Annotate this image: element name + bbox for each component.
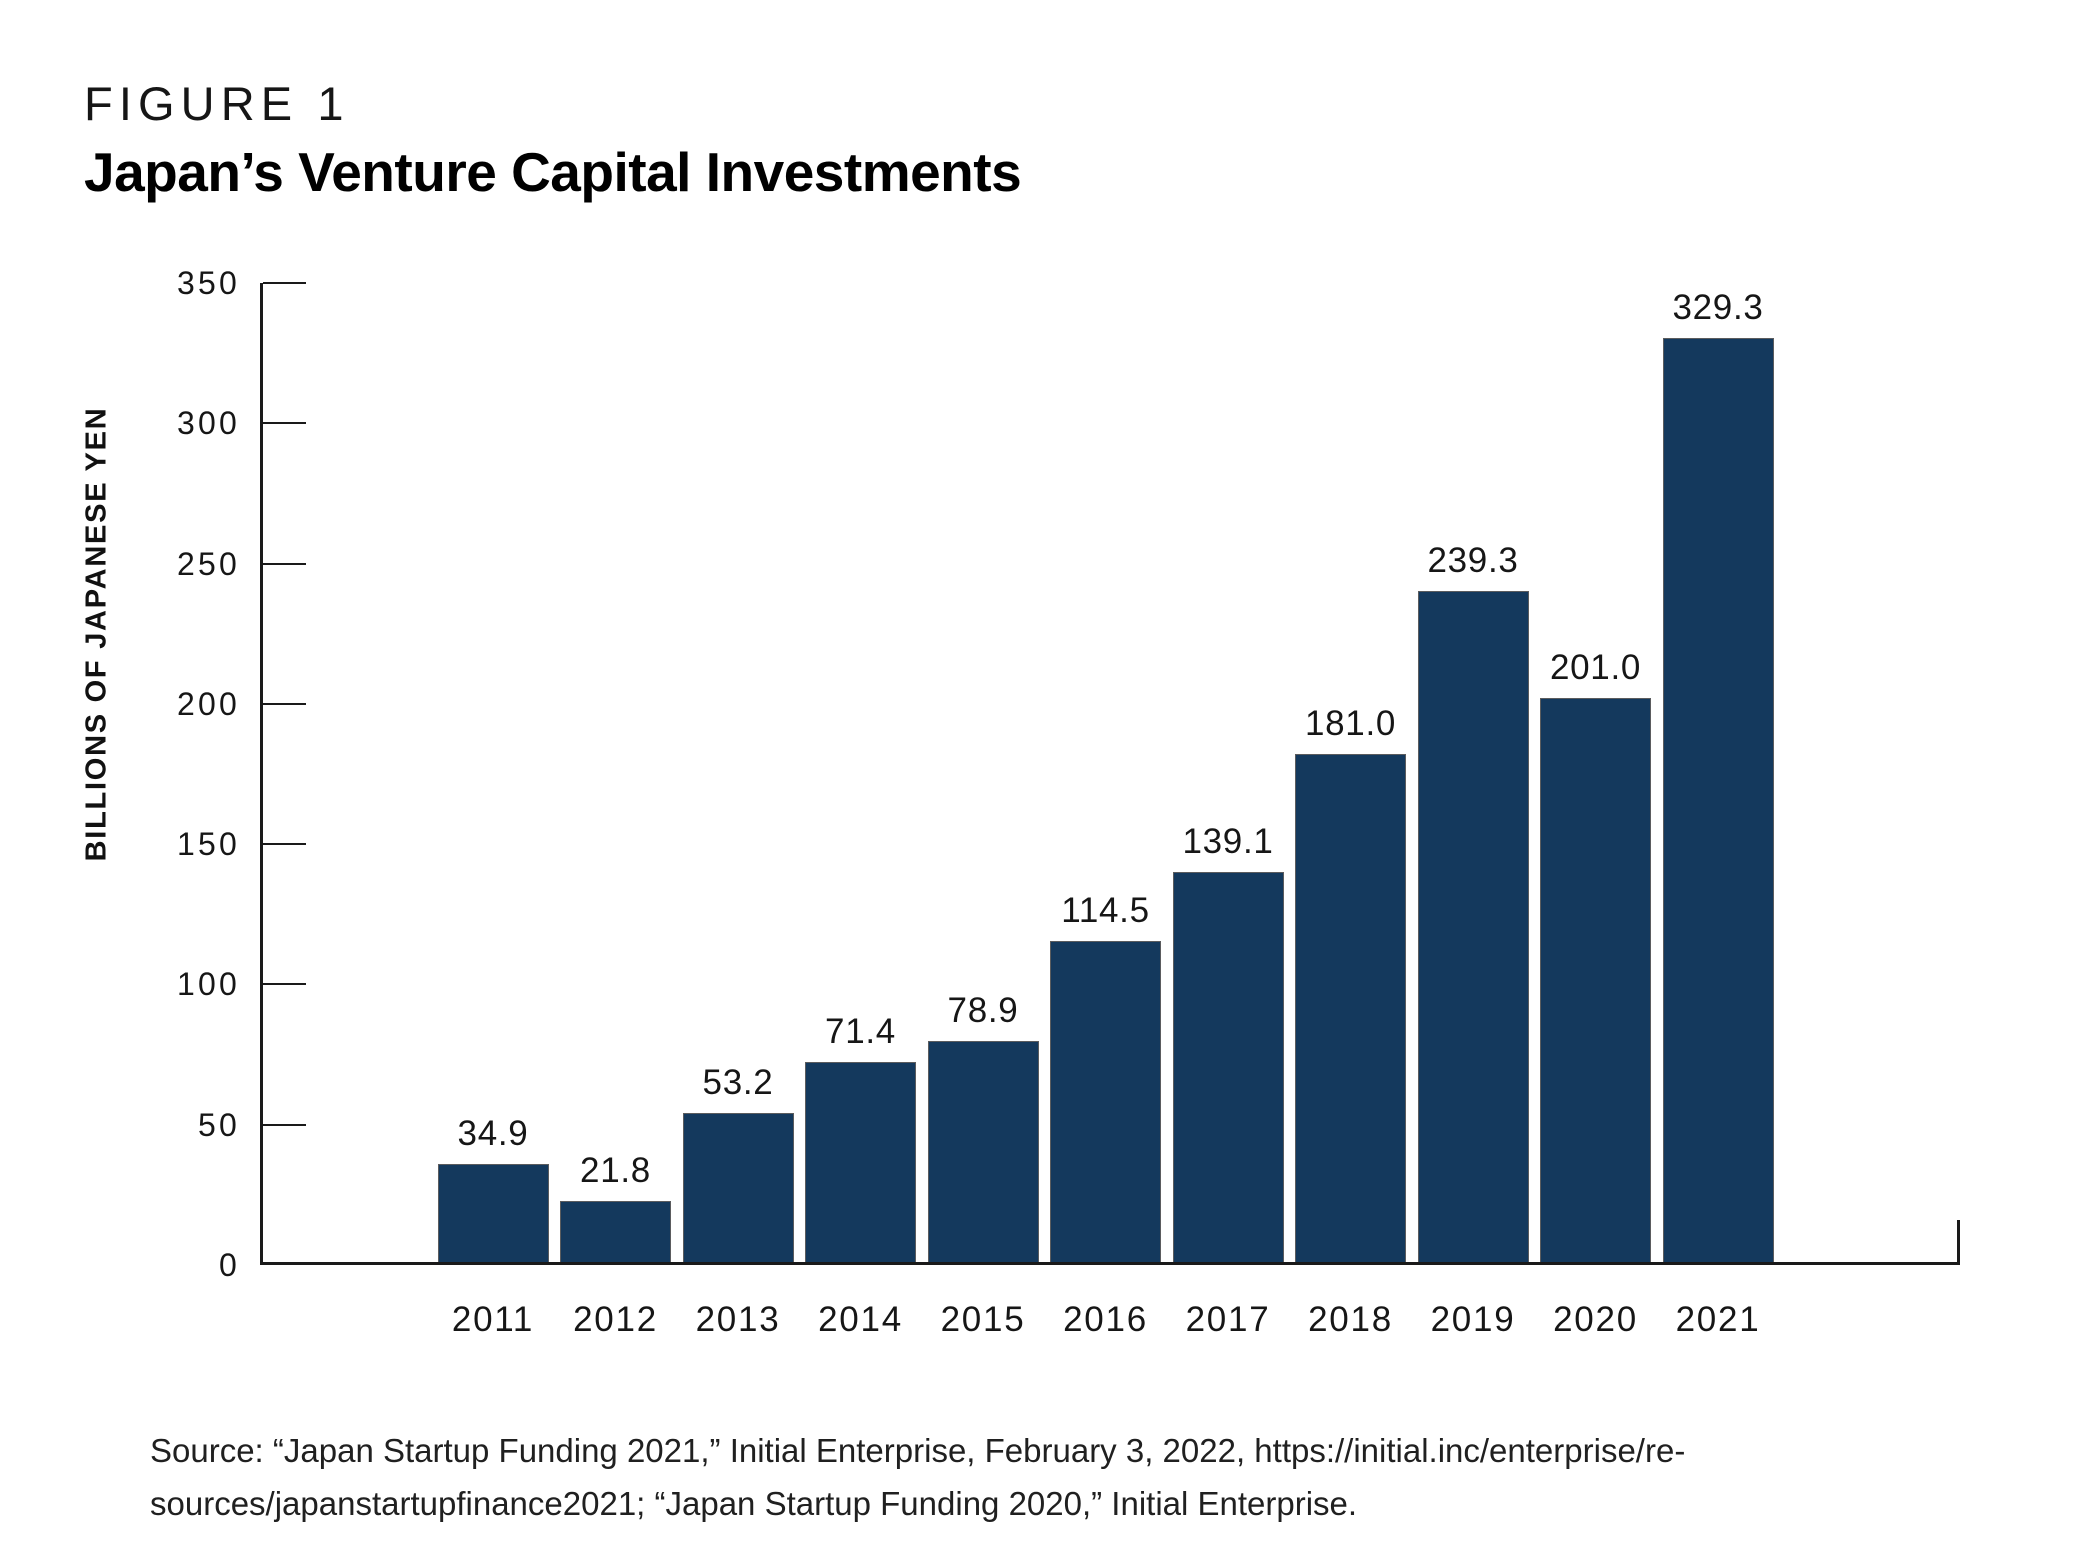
y-axis-tick	[263, 702, 306, 705]
bar-2014	[805, 1061, 916, 1262]
y-axis-tick-label: 150	[177, 826, 240, 863]
y-axis-tick	[263, 843, 306, 846]
x-axis-label: 2020	[1553, 1300, 1638, 1339]
source-note: Source: “Japan Startup Funding 2021,” In…	[150, 1424, 1685, 1530]
y-axis-tick-label: 250	[177, 545, 240, 582]
bar-2016	[1050, 940, 1161, 1262]
x-axis-label: 2014	[818, 1300, 903, 1339]
x-axis-label: 2021	[1675, 1300, 1761, 1339]
source-line-1: Source: “Japan Startup Funding 2021,” In…	[150, 1432, 1686, 1469]
y-axis-tick-label: 200	[177, 685, 240, 722]
bar-value-label: 53.2	[702, 1062, 774, 1102]
bar-2018	[1295, 754, 1406, 1262]
bar-value-label: 239.3	[1427, 540, 1519, 580]
bar-2017	[1172, 871, 1284, 1262]
y-axis-tick-label: 300	[177, 405, 240, 442]
y-axis-tick	[263, 1123, 306, 1126]
y-axis-tick	[263, 282, 306, 284]
x-axis-label: 2013	[695, 1300, 781, 1339]
x-axis-label: 2017	[1185, 1300, 1271, 1339]
x-axis-label: 2016	[1063, 1300, 1148, 1339]
x-axis-end-tick	[1957, 1220, 1960, 1262]
bar-value-label: 201.0	[1549, 648, 1642, 688]
x-axis-label: 2012	[573, 1300, 658, 1339]
x-axis-label: 2011	[451, 1300, 535, 1339]
y-axis-tick-label: 0	[219, 1247, 240, 1283]
y-axis-tick	[263, 983, 306, 986]
bar-value-label: 181.0	[1304, 704, 1397, 744]
bar-2021	[1662, 338, 1774, 1262]
bar-2011	[437, 1164, 549, 1262]
y-axis-tick-label: 350	[177, 265, 240, 301]
bar-value-label: 139.1	[1182, 821, 1274, 861]
figure-kicker: FIGURE 1	[84, 77, 350, 130]
bar-value-label: 21.8	[580, 1150, 651, 1190]
bar-value-label: 329.3	[1672, 288, 1764, 328]
bar-value-label: 78.9	[947, 990, 1019, 1030]
bar-2013	[682, 1112, 794, 1262]
bar-2012	[560, 1200, 671, 1262]
bar-2020	[1540, 698, 1651, 1262]
y-axis-tick-labels: 0 50 100 150 200 250 300 350	[96, 265, 240, 1283]
bar-value-label: 34.9	[457, 1114, 529, 1154]
y-axis-tick	[263, 422, 306, 425]
bar-2015	[927, 1040, 1039, 1262]
plot-area: 34.9 2011 21.8 2012 53.2 2013 71.4 2014 78.9 2015…	[260, 282, 1960, 1339]
chart-title: Japan’s Venture Capital Investments	[84, 141, 1022, 203]
bar-2019	[1417, 590, 1529, 1262]
y-axis-tick-label: 100	[177, 966, 240, 1003]
y-axis-tick	[263, 562, 306, 565]
x-axis-label: 2018	[1308, 1300, 1393, 1339]
y-axis-tick-label: 50	[198, 1106, 240, 1143]
source-line-2: sources/japanstartupfinance2021; “Japan …	[150, 1485, 1358, 1522]
x-axis-label: 2015	[940, 1300, 1026, 1339]
bar-value-label: 114.5	[1061, 890, 1150, 930]
bar-value-label: 71.4	[825, 1011, 896, 1051]
x-axis-label: 2019	[1430, 1300, 1516, 1339]
